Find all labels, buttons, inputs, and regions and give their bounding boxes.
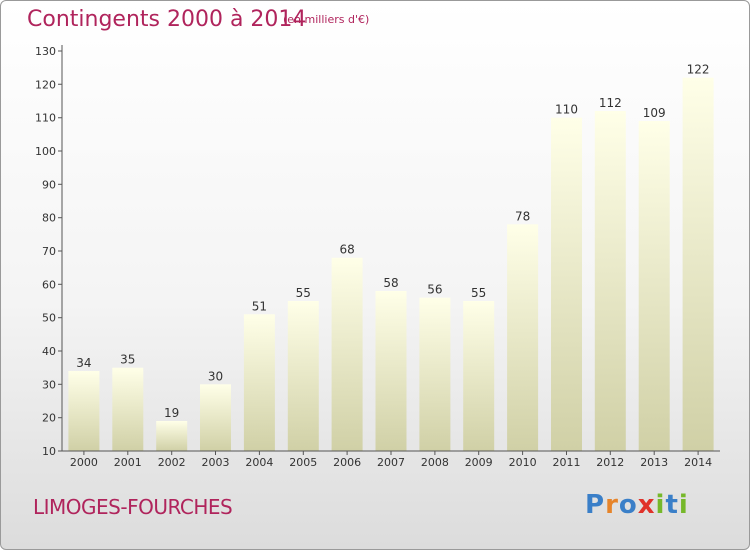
bar-2012 xyxy=(594,111,626,451)
chart-subtitle: (en milliers d'€) xyxy=(283,13,370,26)
logo-letter: t xyxy=(665,490,679,520)
bar-2002 xyxy=(156,421,188,451)
bar-2013 xyxy=(638,121,670,451)
y-tick-label-30: 30 xyxy=(42,378,56,391)
x-tick-label-2014: 2014 xyxy=(684,456,712,469)
x-tick-label-2010: 2010 xyxy=(509,456,537,469)
y-tick-label-10: 10 xyxy=(42,445,56,458)
x-tick-label-2011: 2011 xyxy=(553,456,581,469)
data-label-2012: 112 xyxy=(599,96,622,110)
x-tick-label-2002: 2002 xyxy=(158,456,186,469)
bar-2004 xyxy=(243,314,275,451)
logo-letter: P xyxy=(585,490,606,520)
data-label-2013: 109 xyxy=(643,106,666,120)
data-label-2011: 110 xyxy=(555,103,578,117)
y-tick-label-120: 120 xyxy=(35,78,56,91)
y-tick-label-50: 50 xyxy=(42,312,56,325)
proxiti-logo: Proxiti xyxy=(585,490,689,520)
y-tick-label-20: 20 xyxy=(42,412,56,425)
x-tick-label-2006: 2006 xyxy=(333,456,361,469)
data-label-2007: 58 xyxy=(383,276,398,290)
y-tick-label-60: 60 xyxy=(42,278,56,291)
x-tick-label-2007: 2007 xyxy=(377,456,405,469)
data-label-2003: 30 xyxy=(208,369,223,383)
x-tick-label-2008: 2008 xyxy=(421,456,449,469)
bar-2007 xyxy=(375,291,407,451)
y-tick-label-80: 80 xyxy=(42,212,56,225)
data-label-2010: 78 xyxy=(515,209,530,223)
data-label-2004: 51 xyxy=(252,299,267,313)
x-tick-label-2005: 2005 xyxy=(289,456,317,469)
bar-2008 xyxy=(419,297,451,451)
bar-2000 xyxy=(68,371,100,451)
x-tick-label-2003: 2003 xyxy=(202,456,230,469)
y-tick-label-40: 40 xyxy=(42,345,56,358)
bar-2003 xyxy=(200,384,231,451)
y-tick-label-90: 90 xyxy=(42,178,56,191)
x-tick-label-2001: 2001 xyxy=(114,456,142,469)
logo-letter: x xyxy=(637,490,656,520)
y-tick-label-110: 110 xyxy=(35,112,56,125)
data-label-2005: 55 xyxy=(296,286,311,300)
y-tick-label-70: 70 xyxy=(42,245,56,258)
x-tick-label-2009: 2009 xyxy=(465,456,493,469)
bar-2009 xyxy=(463,301,495,451)
x-tick-label-2004: 2004 xyxy=(245,456,273,469)
data-label-2008: 56 xyxy=(427,283,442,297)
y-tick-label-100: 100 xyxy=(35,145,56,158)
chart-title: Contingents 2000 à 2014 xyxy=(27,7,307,32)
data-label-2002: 19 xyxy=(164,406,179,420)
y-tick-label-130: 130 xyxy=(35,45,56,58)
data-label-2009: 55 xyxy=(471,286,486,300)
bar-2005 xyxy=(287,301,319,451)
data-label-2000: 34 xyxy=(76,356,91,370)
data-label-2001: 35 xyxy=(120,353,135,367)
bar-2001 xyxy=(112,367,144,451)
x-tick-label-2012: 2012 xyxy=(596,456,624,469)
bar-2011 xyxy=(551,117,582,451)
x-tick-label-2013: 2013 xyxy=(640,456,668,469)
logo-letter: i xyxy=(655,490,666,520)
place-name: LIMOGES-FOURCHES xyxy=(33,495,233,519)
logo-letter: i xyxy=(678,490,689,520)
bar-2006 xyxy=(331,257,363,451)
data-label-2006: 68 xyxy=(339,243,354,257)
logo-letter: r xyxy=(605,490,619,520)
x-tick-label-2000: 2000 xyxy=(70,456,98,469)
data-label-2014: 122 xyxy=(687,63,710,77)
logo-letter: o xyxy=(618,490,638,520)
bar-2014 xyxy=(682,77,714,451)
bar-2010 xyxy=(507,224,539,451)
